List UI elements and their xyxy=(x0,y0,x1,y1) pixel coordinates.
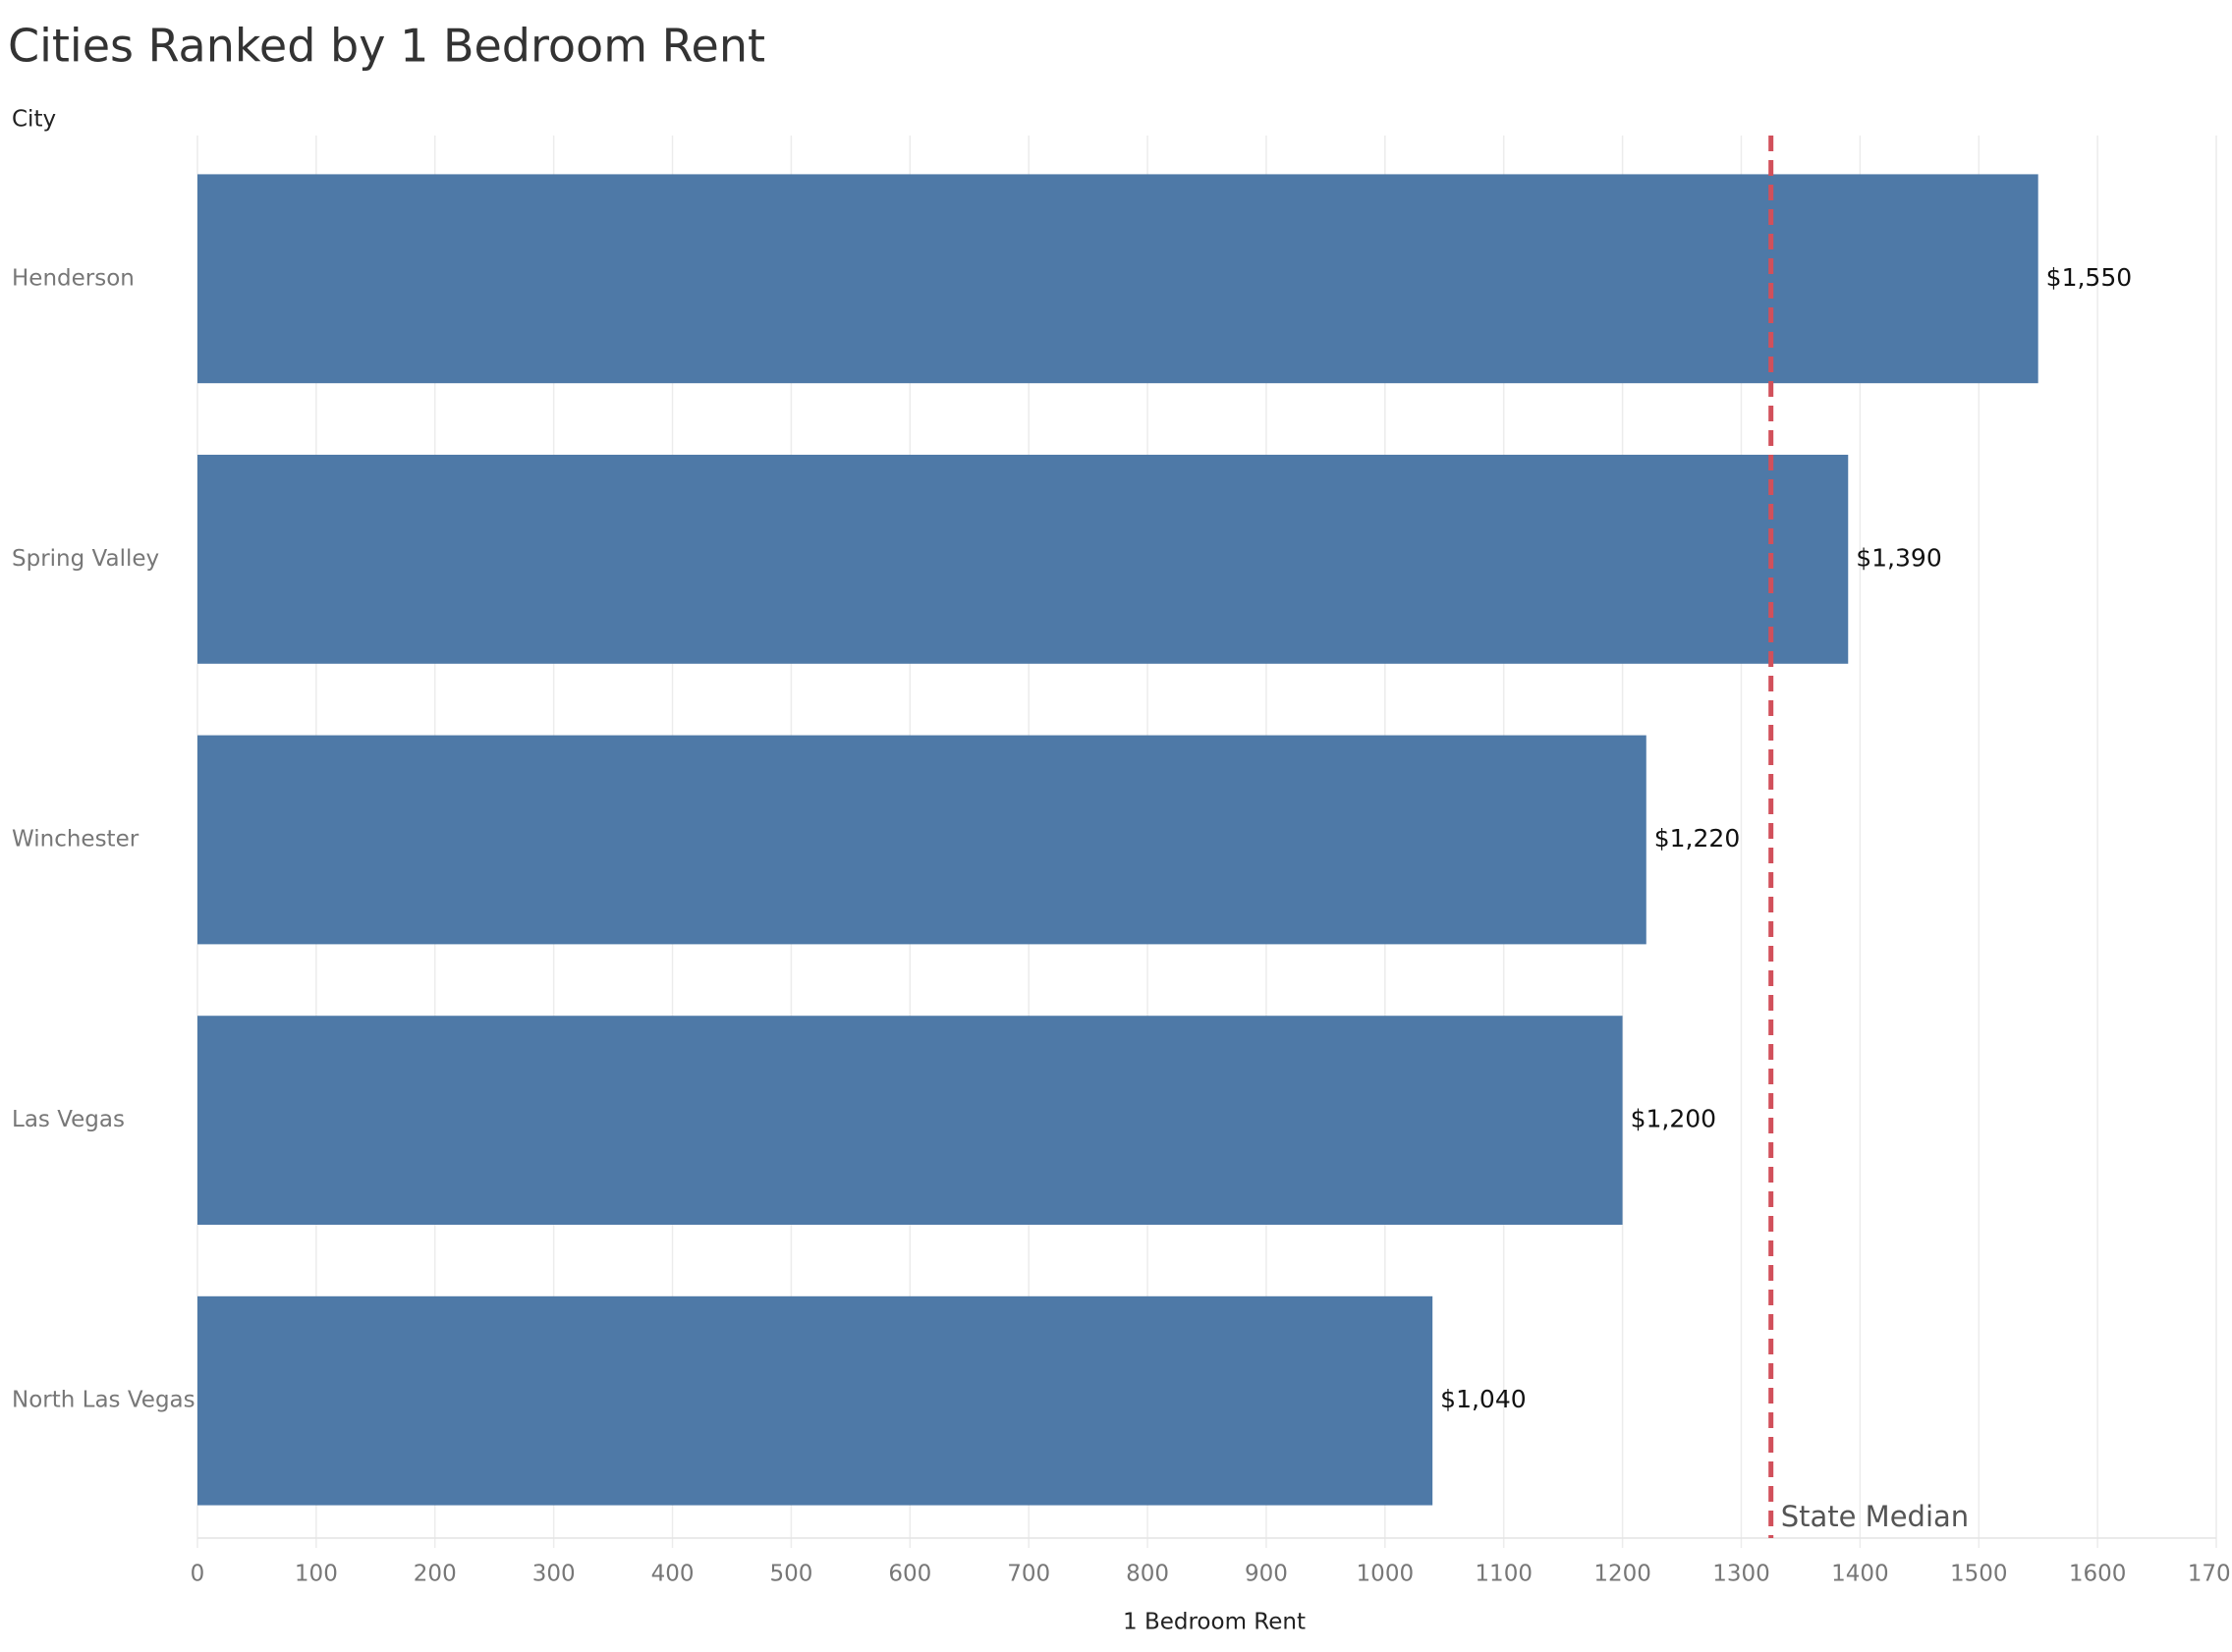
x-tick-label: 100 xyxy=(295,1562,338,1587)
x-tick-label: 300 xyxy=(532,1562,576,1587)
bar xyxy=(197,1016,1623,1225)
x-tick-label: 1600 xyxy=(2069,1562,2127,1587)
x-tick-label: 0 xyxy=(191,1562,205,1587)
bar xyxy=(197,1295,1433,1506)
y-tick-label: Las Vegas xyxy=(12,1107,125,1132)
chart-title: Cities Ranked by 1 Bedroom Rent xyxy=(8,20,765,73)
x-tick-label: 1200 xyxy=(1593,1562,1651,1587)
x-axis-label: 1 Bedroom Rent xyxy=(1123,1610,1306,1635)
x-tick-label: 1000 xyxy=(1357,1562,1415,1587)
bar xyxy=(197,174,2038,384)
x-tick-label: 1700 xyxy=(2188,1562,2232,1587)
bar xyxy=(197,735,1646,945)
value-label: $1,390 xyxy=(1856,543,1941,572)
x-tick-label: 500 xyxy=(769,1562,812,1587)
y-axis-label: City xyxy=(12,107,56,133)
value-label: $1,200 xyxy=(1631,1105,1716,1133)
x-tick-label: 1100 xyxy=(1475,1562,1533,1587)
x-tick-label: 800 xyxy=(1126,1562,1169,1587)
x-tick-label: 400 xyxy=(651,1562,695,1587)
value-label: $1,220 xyxy=(1654,824,1740,853)
x-tick-label: 1300 xyxy=(1712,1562,1770,1587)
reference-label: State Median xyxy=(1781,1500,1969,1533)
x-tick-label: 700 xyxy=(1007,1562,1050,1587)
value-label: $1,040 xyxy=(1440,1385,1526,1413)
x-tick-label: 1400 xyxy=(1831,1562,1889,1587)
y-tick-label: Winchester xyxy=(12,827,140,853)
y-tick-label: North Las Vegas xyxy=(12,1388,195,1413)
y-tick-label: Henderson xyxy=(12,265,135,291)
value-label: $1,550 xyxy=(2046,263,2132,292)
y-tick-label: Spring Valley xyxy=(12,546,159,572)
bar xyxy=(197,455,1849,664)
x-tick-label: 600 xyxy=(888,1562,931,1587)
x-tick-label: 900 xyxy=(1245,1562,1288,1587)
x-tick-label: 200 xyxy=(414,1562,457,1587)
x-tick-label: 1500 xyxy=(1950,1562,2008,1587)
